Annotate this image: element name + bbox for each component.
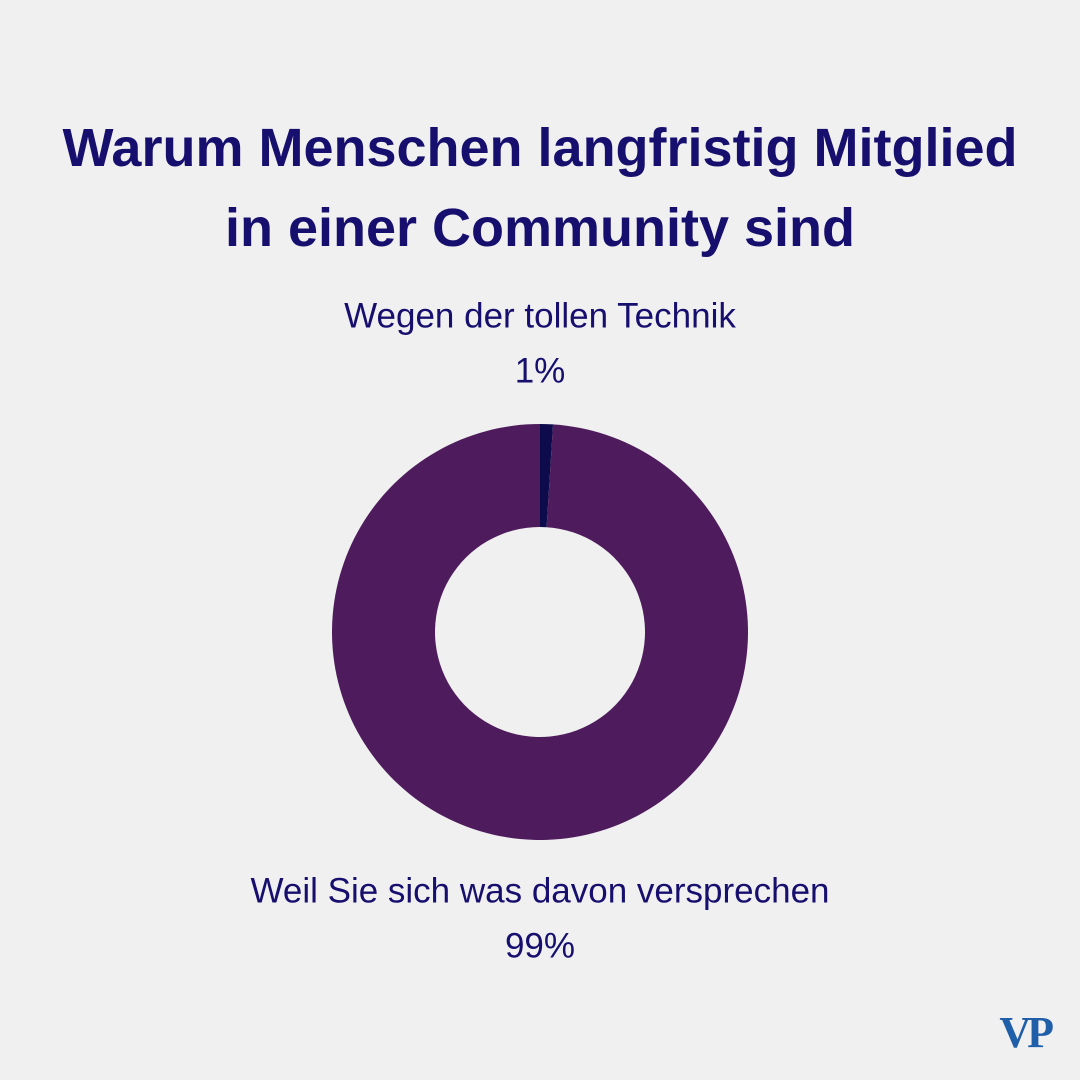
- slice-label: Weil Sie sich was davon versprechen: [250, 871, 829, 910]
- slice: [540, 424, 554, 528]
- slice: [332, 424, 749, 841]
- logo: VP: [999, 1008, 1054, 1057]
- slice-value-label: 1%: [515, 351, 566, 390]
- slice-label: Wegen der tollen Technik: [344, 296, 736, 335]
- chart-title: Warum Menschen langfristig Mitglied in e…: [62, 118, 1018, 258]
- slice-value-label: 99%: [505, 926, 575, 965]
